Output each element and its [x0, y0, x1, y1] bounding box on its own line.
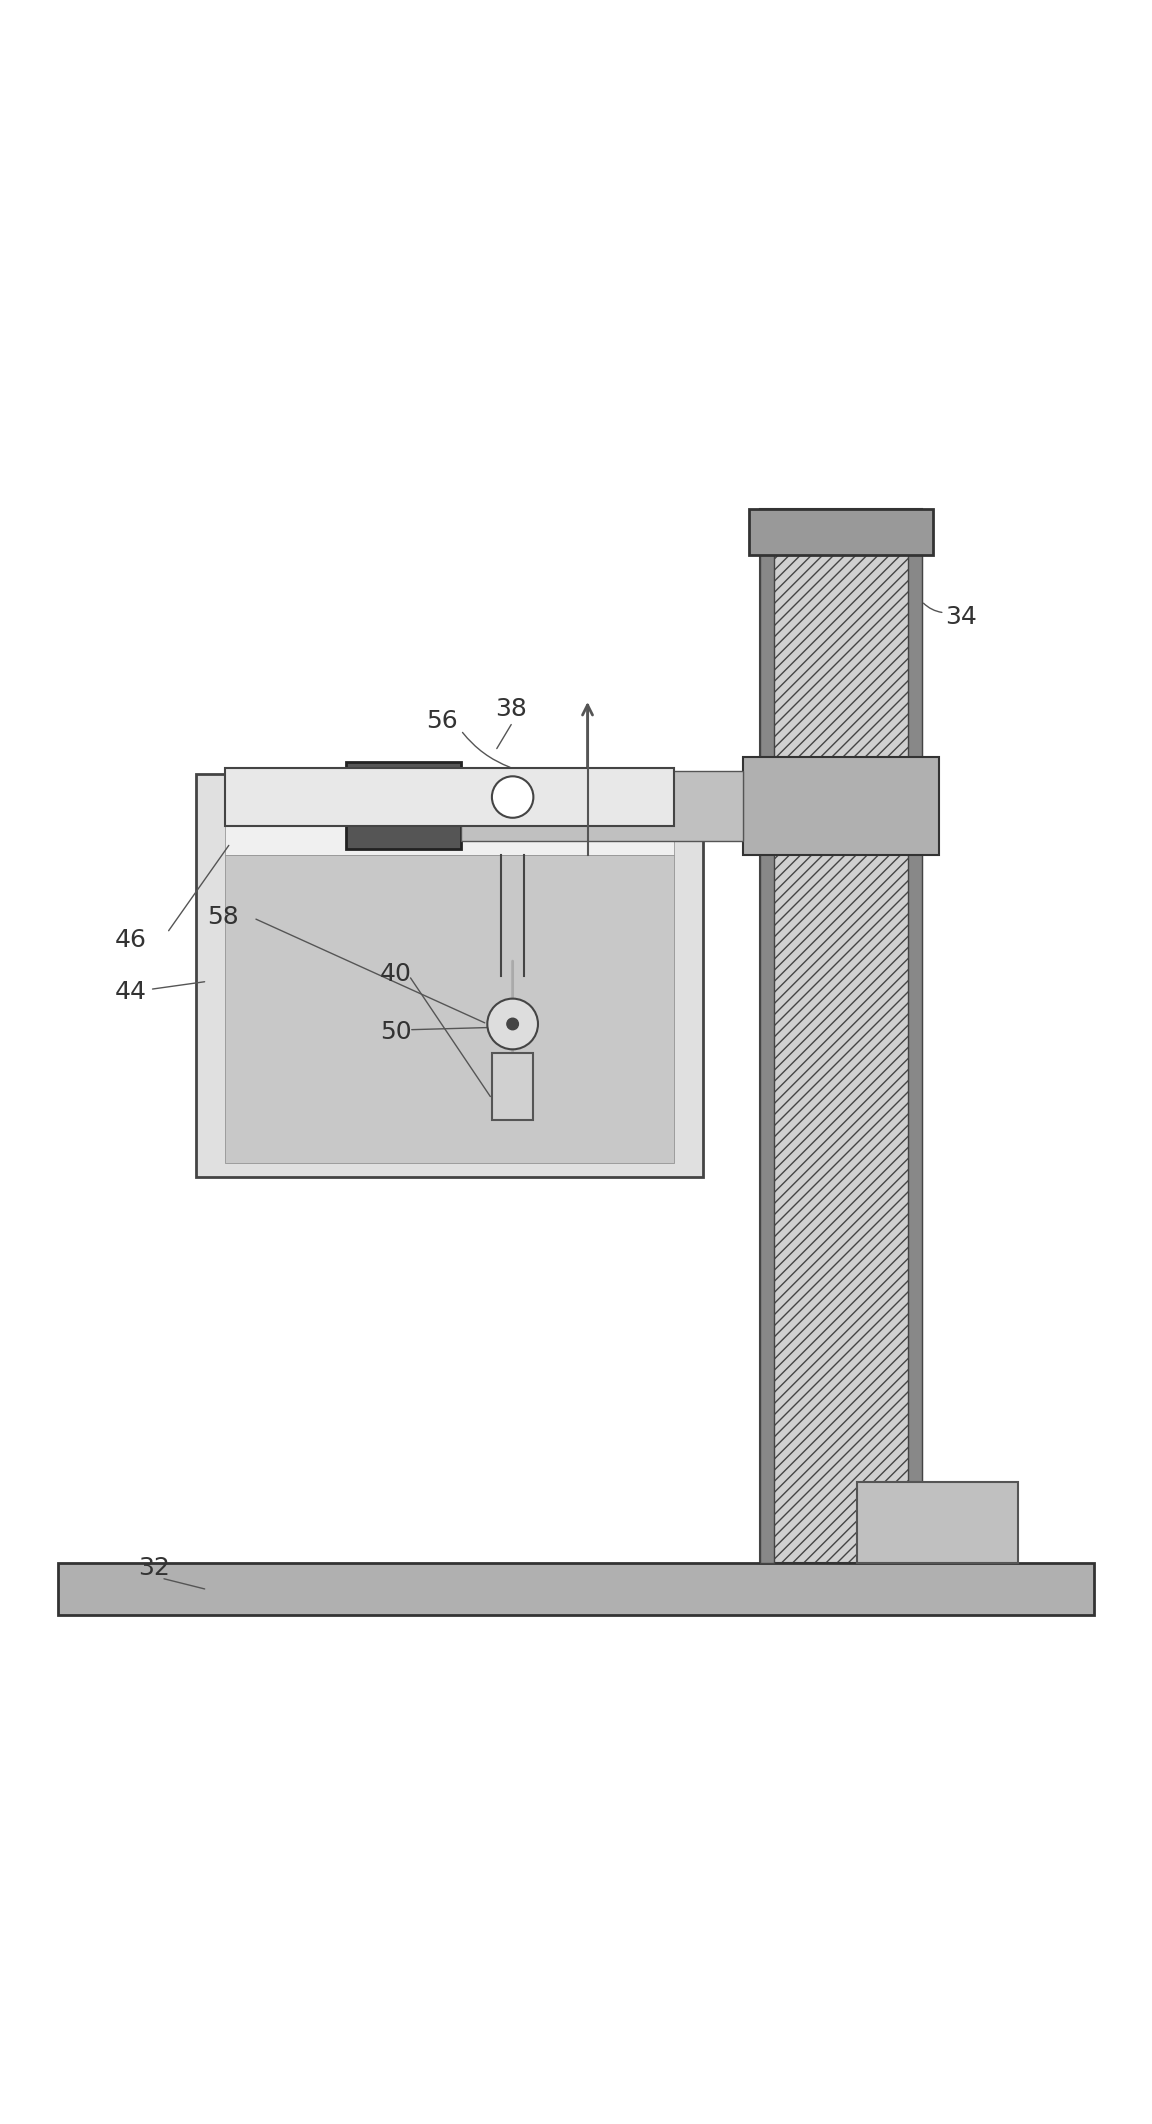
- Text: 32: 32: [138, 1555, 170, 1580]
- Bar: [908, 510, 922, 1563]
- Bar: [58, 1563, 1094, 1614]
- Bar: [196, 773, 703, 1177]
- Bar: [225, 854, 674, 1162]
- Text: 58: 58: [207, 905, 240, 928]
- Text: 34: 34: [945, 605, 977, 629]
- Bar: [857, 1483, 1018, 1563]
- Bar: [749, 510, 933, 554]
- Text: 40: 40: [380, 962, 412, 986]
- Bar: [760, 510, 774, 1563]
- Text: 38: 38: [495, 697, 528, 722]
- Bar: [492, 1054, 533, 1119]
- Bar: [225, 803, 674, 854]
- Bar: [760, 510, 922, 1563]
- Bar: [346, 763, 461, 850]
- Bar: [461, 771, 743, 841]
- Bar: [225, 769, 674, 826]
- Text: 44: 44: [115, 979, 147, 1005]
- Text: 56: 56: [426, 709, 458, 733]
- Circle shape: [492, 775, 533, 818]
- Text: 46: 46: [115, 928, 147, 952]
- Circle shape: [487, 998, 538, 1049]
- Circle shape: [507, 1017, 518, 1030]
- Text: 50: 50: [380, 1020, 411, 1045]
- Bar: [743, 756, 939, 854]
